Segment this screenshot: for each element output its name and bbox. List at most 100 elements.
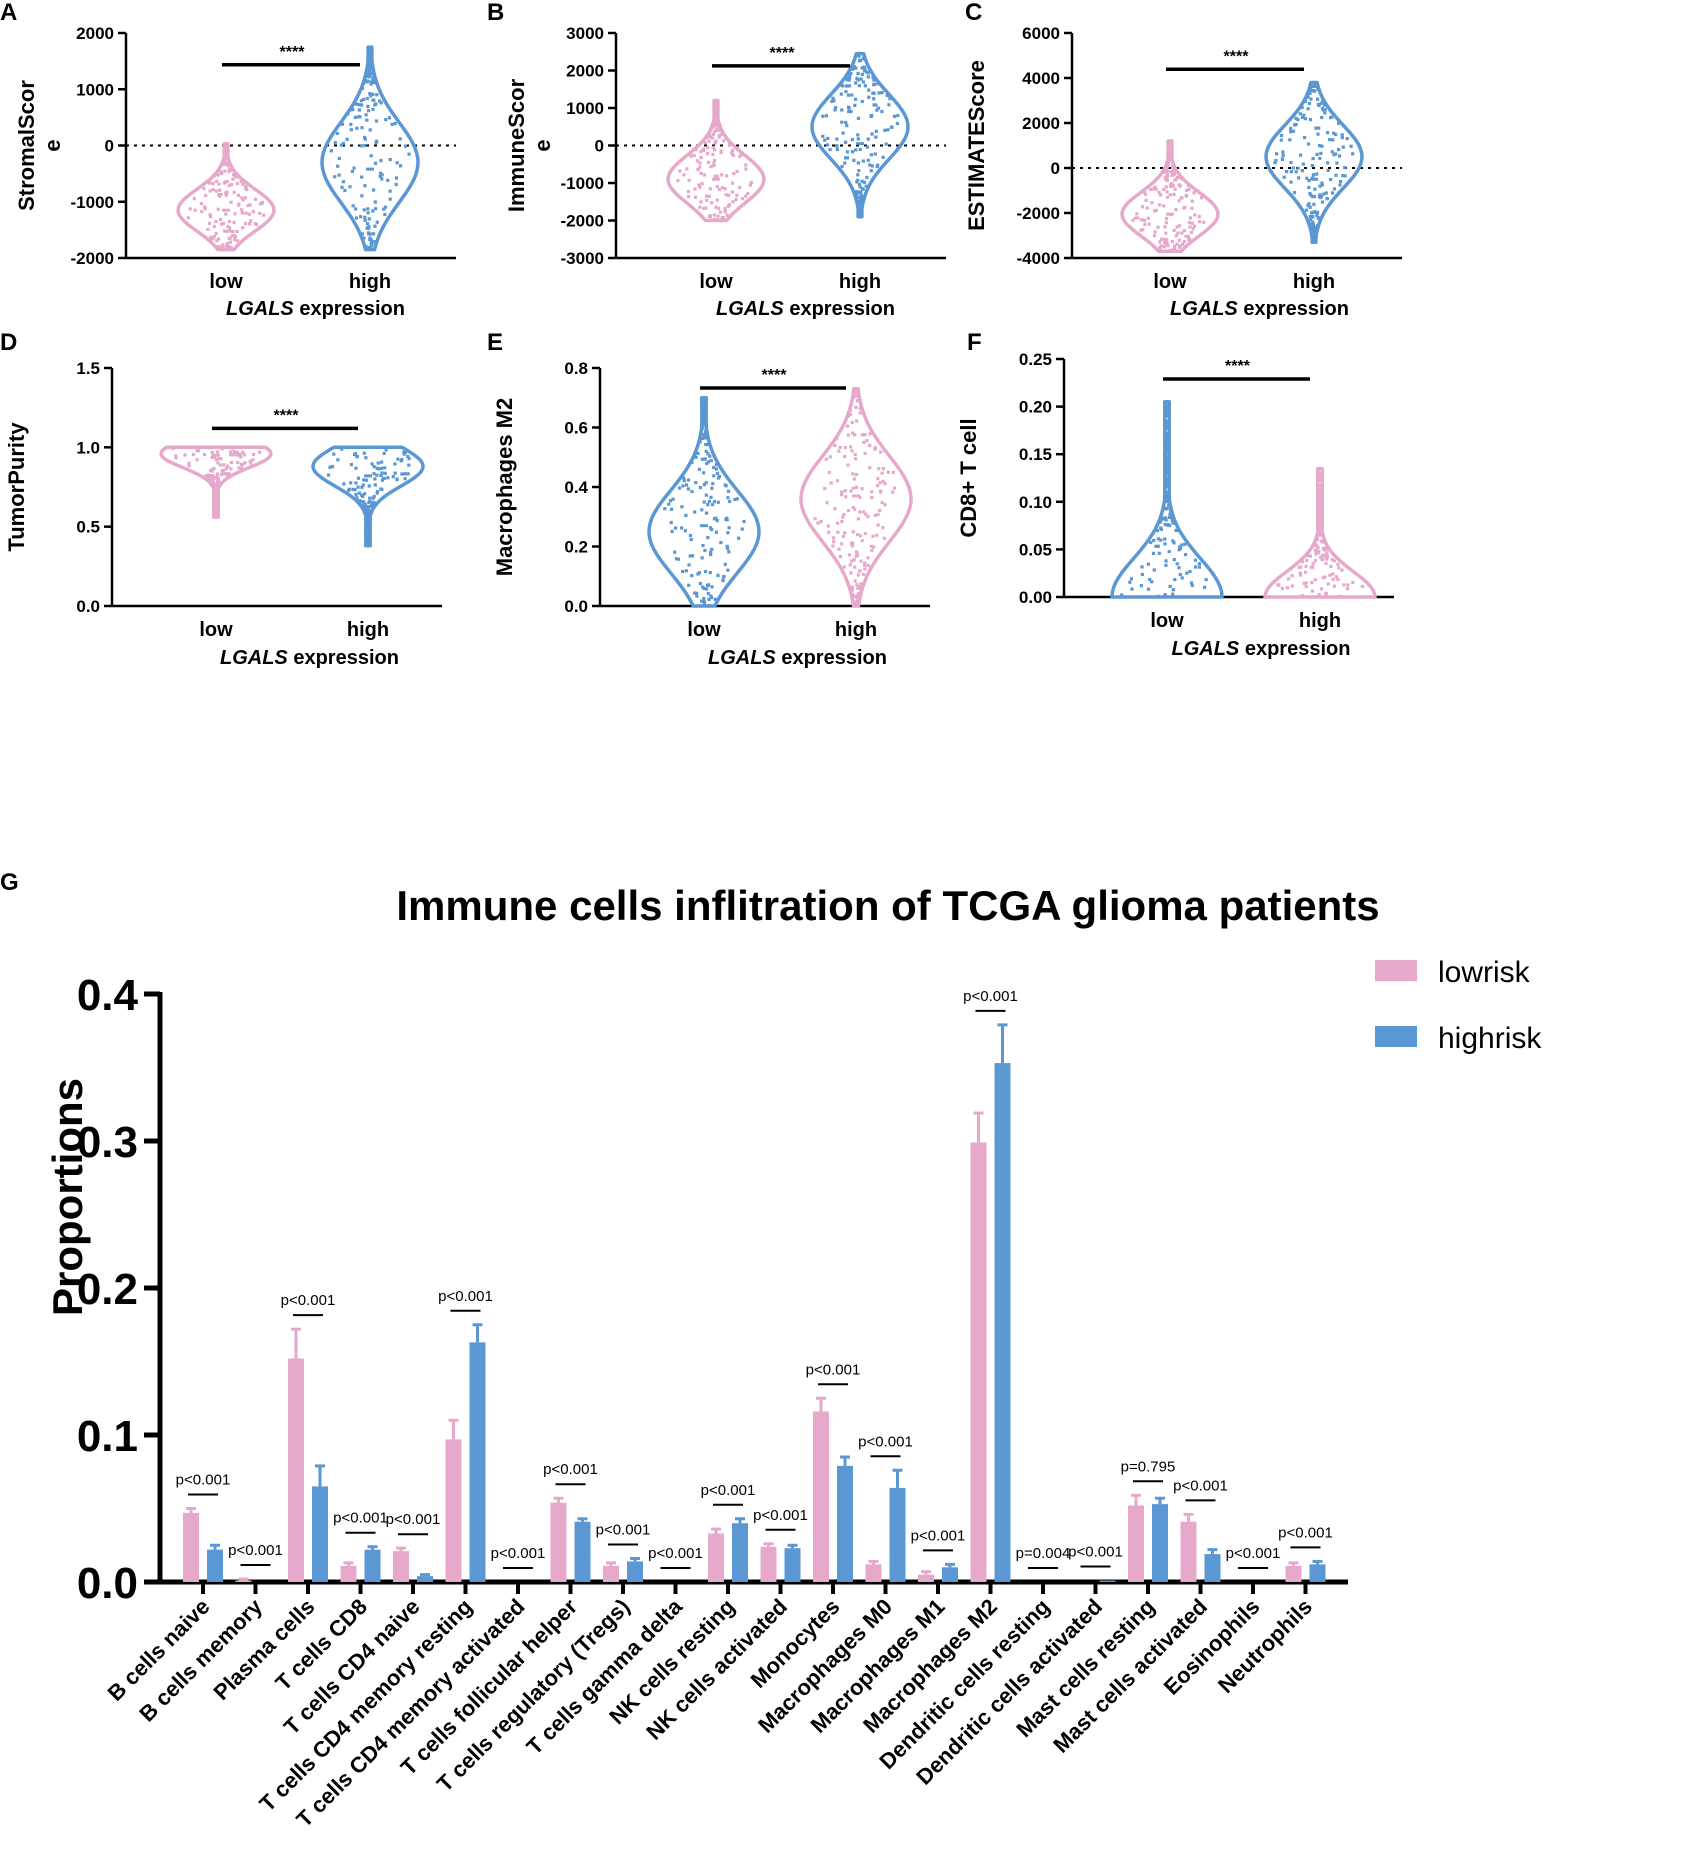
data-point	[859, 559, 863, 563]
y-axis-label: ESTIMATEScore	[964, 60, 989, 231]
data-point	[329, 149, 333, 153]
data-point	[369, 80, 373, 84]
data-point	[1175, 175, 1179, 180]
data-point	[1197, 562, 1201, 566]
data-point	[1313, 187, 1317, 191]
data-point	[1318, 493, 1322, 497]
data-point	[373, 224, 377, 228]
data-point	[693, 591, 697, 595]
data-point	[1326, 582, 1330, 586]
data-point	[1304, 581, 1308, 585]
data-point	[396, 457, 400, 461]
data-point	[727, 550, 731, 554]
data-point	[1302, 113, 1306, 117]
data-point	[876, 163, 880, 167]
data-point	[836, 521, 840, 525]
violin-low	[647, 396, 761, 608]
data-point	[207, 476, 211, 480]
data-point	[872, 103, 876, 107]
panel-letter: B	[487, 0, 504, 26]
data-point	[1156, 544, 1160, 548]
y-tick-label: 2000	[1022, 114, 1060, 133]
data-point	[222, 229, 227, 233]
data-point	[239, 455, 243, 459]
data-point	[1164, 468, 1168, 472]
data-point	[1172, 558, 1176, 562]
data-point	[337, 156, 341, 160]
data-point	[1163, 402, 1167, 407]
x-tick-label-high: high	[1299, 610, 1341, 632]
data-point	[851, 593, 855, 597]
data-point	[239, 466, 243, 470]
data-point	[1308, 91, 1312, 95]
data-point	[1316, 216, 1320, 220]
data-point	[368, 75, 372, 79]
data-point	[836, 530, 840, 534]
data-point	[1320, 183, 1324, 187]
data-point	[1165, 174, 1169, 178]
data-point	[1322, 540, 1326, 544]
data-point	[694, 481, 698, 485]
data-point	[367, 55, 371, 59]
data-point	[1166, 495, 1171, 499]
data-point	[857, 182, 861, 186]
data-point	[1169, 183, 1173, 187]
data-point	[1150, 201, 1154, 205]
data-point	[1332, 559, 1336, 563]
data-point	[725, 174, 729, 178]
data-point	[1332, 153, 1336, 157]
data-point	[1330, 191, 1335, 195]
data-point	[1311, 173, 1315, 177]
data-point	[388, 158, 392, 162]
data-point	[1155, 529, 1160, 533]
data-point	[232, 173, 236, 177]
data-point	[237, 203, 241, 207]
x-axis-title: LGALS expression	[226, 298, 405, 320]
data-point	[214, 457, 218, 462]
data-point	[1313, 210, 1318, 214]
data-point	[1166, 426, 1170, 430]
data-point	[370, 241, 374, 245]
y-tick-label: 0.8	[564, 359, 588, 378]
data-point	[858, 534, 862, 538]
data-point	[1171, 521, 1175, 525]
data-point	[1304, 570, 1308, 574]
data-point	[839, 92, 843, 96]
data-point	[365, 526, 369, 530]
data-point	[715, 174, 719, 178]
data-point	[724, 484, 728, 488]
data-point	[890, 125, 894, 129]
data-point	[1158, 246, 1162, 250]
data-point	[851, 588, 855, 592]
data-point	[1302, 581, 1306, 586]
data-point	[705, 198, 709, 202]
data-point	[835, 437, 839, 441]
data-point	[208, 221, 212, 225]
data-point	[217, 480, 221, 484]
data-point	[682, 173, 686, 177]
bar-highrisk	[364, 1549, 381, 1582]
bar-highrisk	[417, 1576, 433, 1582]
data-point	[394, 176, 398, 180]
data-point	[1323, 108, 1327, 112]
data-point	[702, 206, 706, 210]
data-point	[709, 459, 713, 463]
data-point	[240, 208, 244, 212]
data-point	[206, 227, 210, 231]
data-point	[1289, 126, 1293, 131]
data-point	[708, 604, 712, 608]
data-point	[1162, 204, 1166, 208]
data-point	[714, 139, 718, 143]
data-point	[1289, 130, 1293, 134]
data-point	[1166, 440, 1170, 444]
data-point	[740, 527, 744, 531]
data-point	[332, 452, 336, 456]
data-point	[849, 445, 853, 449]
data-point	[708, 135, 712, 139]
data-point	[825, 501, 829, 505]
data-point	[698, 205, 702, 209]
data-point	[1161, 517, 1165, 521]
data-point	[700, 398, 704, 402]
data-point	[856, 553, 860, 557]
